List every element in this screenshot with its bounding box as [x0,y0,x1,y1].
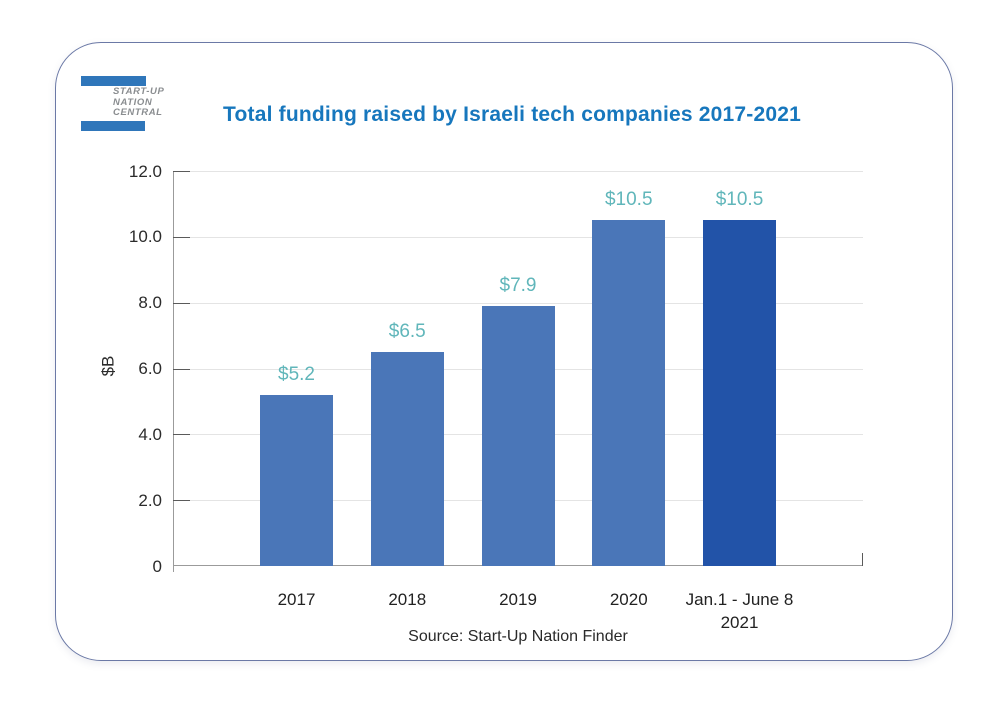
source-caption: Source: Start-Up Nation Finder [408,628,628,645]
bar-2018 [370,352,444,566]
y-tick-mark-10.0 [173,236,190,238]
logo-text-line3: CENTRAL [113,107,163,118]
y-tick-mark-8.0 [173,302,190,304]
y-tick-label-6.0: 6.0 [138,359,162,378]
bar-2017 [260,394,333,566]
y-tick-mark-12.0 [173,171,190,172]
bar-value-label: $5.2 [278,363,315,385]
bar-value-label: $7.9 [499,274,537,296]
plot-area: $5.2 2017 $6.5 2018 $7.9 2019 $10.5 2020 $10.5 Ja… [173,171,863,632]
logo-text: START-UP NATION CENTRAL [113,86,165,119]
bar-value-label: $6.5 [388,321,426,343]
bar-Jan.1 - June 8-2021 [703,220,776,566]
bar-value-label: $10.5 [715,189,764,211]
bar-2019 [481,305,555,566]
y-tick-mark-4.0 [173,434,190,436]
chart-title: Total funding raised by Israeli tech com… [223,103,802,126]
y-tick-label-12.0: 12.0 [128,161,162,181]
y-tick-label-2.0: 2.0 [138,490,162,510]
bar-value-label: $10.5 [604,189,653,211]
y-tick-label-8.0: 8.0 [138,293,162,313]
y-tick-mark-2.0 [173,500,190,502]
logo-bottom-bar [81,121,145,131]
gridline-12.0 [173,171,863,172]
x-tick-label: Jan.1 - June 8 2021 [685,590,794,632]
y-tick-mark-6.0 [173,368,190,370]
y-tick-label-4.0: 4.0 [138,424,162,444]
logo-text-line2: NATION [113,96,153,108]
gridline-10.0 [173,236,863,238]
x-tick-label: 2019 [499,590,537,609]
gridline-8.0 [173,302,863,304]
x-axis-end-tick [862,553,863,566]
chart-card: START-UP NATION CENTRAL Total funding ra… [55,42,953,661]
x-tick-label: 2017 [277,590,316,609]
bar-2020 [592,220,666,566]
y-tick-label-10.0: 10.0 [128,227,162,247]
x-tick-label: 2018 [388,590,427,609]
x-tick-label: 2020 [609,590,648,609]
y-axis-line [173,171,174,572]
y-tick-label-0: 0 [152,556,162,576]
startup-nation-central-logo: START-UP NATION CENTRAL [81,76,201,134]
logo-text-line1: START-UP [113,86,165,97]
logo-top-bar [81,76,146,86]
